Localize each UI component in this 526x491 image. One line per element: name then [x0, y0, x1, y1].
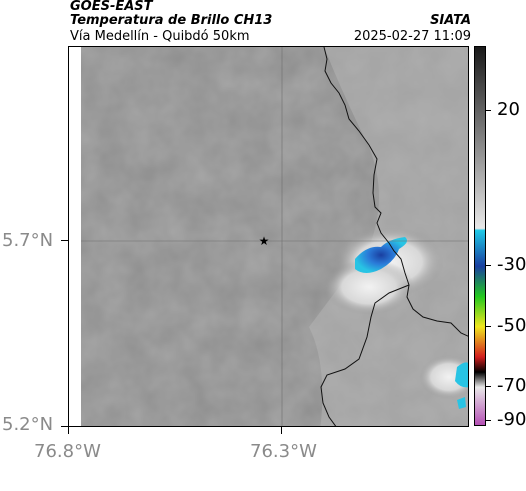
lon-label-76-3: 76.3°W: [250, 441, 317, 462]
colorbar-tick: [486, 265, 491, 266]
satellite-map[interactable]: ★: [68, 46, 469, 427]
satellite-name: GOES-EAST: [70, 0, 153, 14]
product-title: Temperatura de Brillo CH13: [70, 13, 273, 28]
lon-tick: [68, 427, 69, 434]
border-line: [323, 47, 468, 337]
lat-tick: [61, 240, 68, 241]
map-image: ★: [69, 47, 468, 426]
colorbar-label-minus50: -50: [497, 315, 526, 336]
organization-label: SIATA: [430, 13, 471, 28]
star-icon: ★: [259, 234, 270, 248]
lat-label-5-2: 5.2°N: [2, 414, 54, 435]
lon-label-76-8: 76.8°W: [34, 441, 101, 462]
colorbar-tick: [486, 326, 491, 327]
colorbar-tick: [486, 386, 491, 387]
cold-cloud-east: [455, 362, 468, 388]
colorbar: [474, 46, 486, 426]
colorbar-label-minus70: -70: [497, 375, 526, 396]
colorbar-tick: [486, 420, 491, 421]
region-label: Vía Medellín - Quibdó 50km: [70, 29, 250, 44]
colorbar-tick: [486, 110, 491, 111]
lat-tick: [61, 426, 68, 427]
colorbar-label-20: 20: [497, 99, 520, 120]
colorbar-label-minus90: -90: [497, 409, 526, 430]
lat-label-5-7: 5.7°N: [2, 230, 54, 251]
lon-tick: [281, 427, 282, 434]
timestamp: 2025-02-27 11:09: [353, 29, 471, 44]
border-line-south: [320, 284, 410, 426]
cold-cloud-main: [355, 237, 407, 273]
colorbar-label-minus30: -30: [497, 254, 526, 275]
